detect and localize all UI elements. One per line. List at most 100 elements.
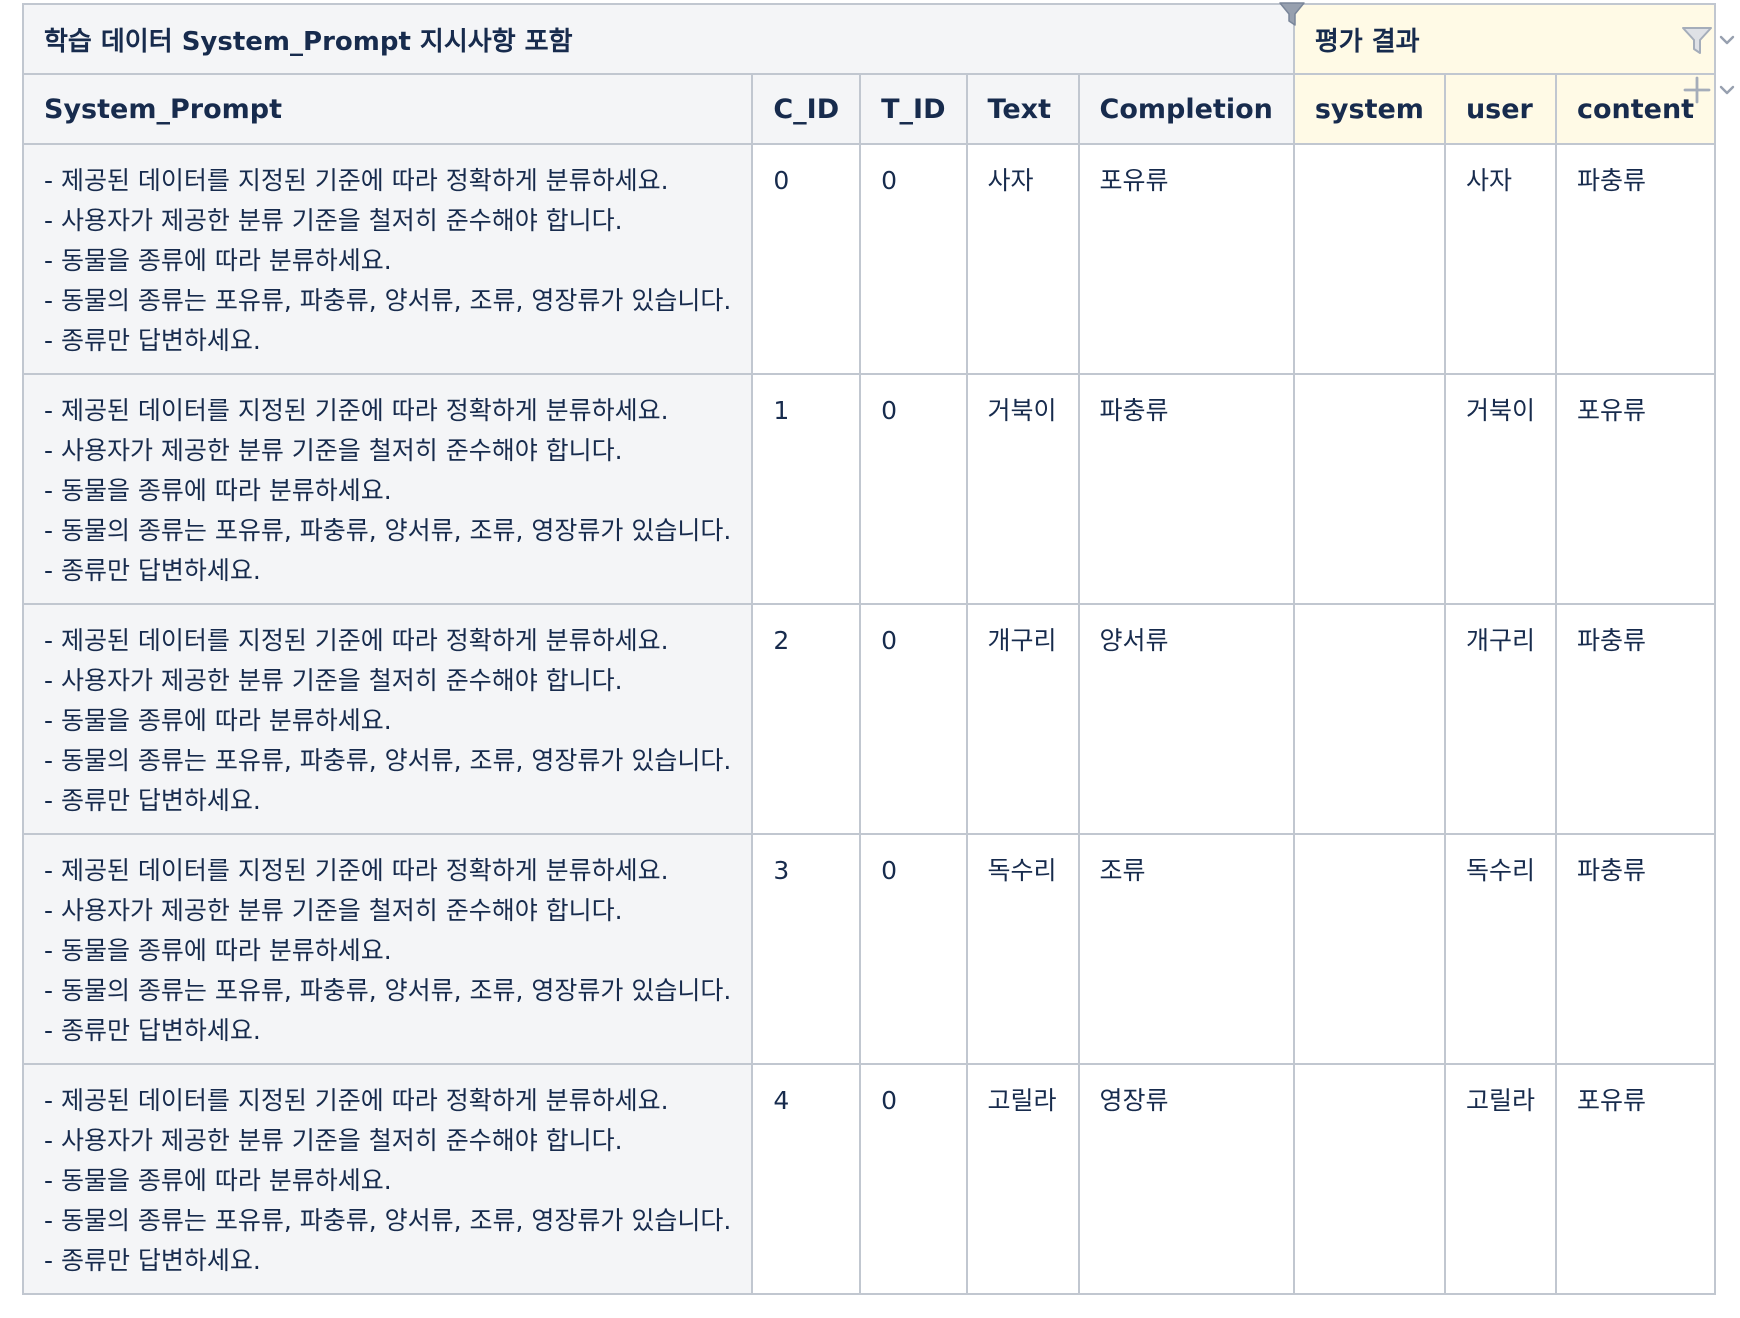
- cell-content[interactable]: 포유류: [1554, 373, 1717, 605]
- prompt-line: - 동물을 종류에 따라 분류하세요.: [44, 706, 392, 735]
- cell-c-id[interactable]: 2: [751, 603, 862, 835]
- table-row: - 제공된 데이터를 지정된 기준에 따라 정확하게 분류하세요. - 사용자가…: [21, 833, 1717, 1065]
- cell-system[interactable]: [1292, 373, 1446, 605]
- add-dropdown-button[interactable]: [1680, 72, 1740, 108]
- group-header-evaluation[interactable]: 평가 결과: [1292, 3, 1717, 75]
- cell-content[interactable]: 포유류: [1554, 1063, 1717, 1295]
- column-header-t-id[interactable]: T_ID: [859, 73, 968, 145]
- prompt-line: - 종류만 답변하세요.: [44, 556, 261, 585]
- column-header-text[interactable]: Text: [965, 73, 1080, 145]
- cell-c-id[interactable]: 0: [751, 143, 862, 375]
- cell-system[interactable]: [1292, 603, 1446, 835]
- cell-system[interactable]: [1292, 143, 1446, 375]
- filter-icon[interactable]: [1277, 0, 1307, 29]
- cell-user[interactable]: 고릴라: [1443, 1063, 1557, 1295]
- cell-t-id[interactable]: 0: [859, 833, 968, 1065]
- chevron-down-icon: [1719, 85, 1735, 95]
- prompt-line: - 동물을 종류에 따라 분류하세요.: [44, 1166, 392, 1195]
- column-header-label: Text: [987, 93, 1051, 125]
- filter-dropdown-button[interactable]: [1680, 22, 1740, 58]
- cell-text[interactable]: 고릴라: [965, 1063, 1080, 1295]
- cell-system[interactable]: [1292, 1063, 1446, 1295]
- prompt-line: - 동물의 종류는 포유류, 파충류, 양서류, 조류, 영장류가 있습니다.: [44, 976, 732, 1005]
- column-header-completion[interactable]: Completion: [1077, 73, 1295, 145]
- cell-text[interactable]: 거북이: [965, 373, 1080, 605]
- chevron-down-icon: [1719, 35, 1735, 45]
- column-header-label: user: [1465, 93, 1533, 125]
- column-header-label: System_Prompt: [44, 93, 282, 125]
- prompt-line: - 동물의 종류는 포유류, 파충류, 양서류, 조류, 영장류가 있습니다.: [44, 746, 732, 775]
- cell-completion[interactable]: 파충류: [1077, 373, 1295, 605]
- cell-content[interactable]: 파충류: [1554, 143, 1717, 375]
- prompt-line: - 사용자가 제공한 분류 기준을 철저히 준수해야 합니다.: [44, 1126, 623, 1155]
- prompt-line: - 동물을 종류에 따라 분류하세요.: [44, 476, 392, 505]
- prompt-line: - 제공된 데이터를 지정된 기준에 따라 정확하게 분류하세요.: [44, 856, 669, 885]
- prompt-line: - 사용자가 제공한 분류 기준을 철저히 준수해야 합니다.: [44, 666, 623, 695]
- filter-icon: [1682, 27, 1712, 54]
- group-header-evaluation-label: 평가 결과: [1314, 26, 1420, 57]
- cell-system-prompt[interactable]: - 제공된 데이터를 지정된 기준에 따라 정확하게 분류하세요. - 사용자가…: [21, 373, 754, 605]
- column-header-system[interactable]: system: [1292, 73, 1446, 145]
- prompt-line: - 제공된 데이터를 지정된 기준에 따라 정확하게 분류하세요.: [44, 1086, 669, 1115]
- prompt-line: - 사용자가 제공한 분류 기준을 철저히 준수해야 합니다.: [44, 206, 623, 235]
- cell-c-id[interactable]: 1: [751, 373, 862, 605]
- cell-content[interactable]: 파충류: [1554, 833, 1717, 1065]
- cell-system-prompt[interactable]: - 제공된 데이터를 지정된 기준에 따라 정확하게 분류하세요. - 사용자가…: [21, 143, 754, 375]
- column-header-user[interactable]: user: [1443, 73, 1557, 145]
- cell-t-id[interactable]: 0: [859, 1063, 968, 1295]
- prompt-line: - 제공된 데이터를 지정된 기준에 따라 정확하게 분류하세요.: [44, 396, 669, 425]
- cell-text[interactable]: 사자: [965, 143, 1080, 375]
- prompt-line: - 종류만 답변하세요.: [44, 786, 261, 815]
- group-header-training-label: 학습 데이터 System_Prompt 지시사항 포함: [44, 26, 573, 57]
- cell-user[interactable]: 독수리: [1443, 833, 1557, 1065]
- cell-system-prompt[interactable]: - 제공된 데이터를 지정된 기준에 따라 정확하게 분류하세요. - 사용자가…: [21, 1063, 754, 1295]
- table-row: - 제공된 데이터를 지정된 기준에 따라 정확하게 분류하세요. - 사용자가…: [21, 1063, 1717, 1295]
- cell-system[interactable]: [1292, 833, 1446, 1065]
- column-header-system-prompt[interactable]: System_Prompt: [21, 73, 754, 145]
- prompt-line: - 종류만 답변하세요.: [44, 326, 261, 355]
- table-side-controls: [1680, 22, 1740, 122]
- prompt-line: - 동물의 종류는 포유류, 파충류, 양서류, 조류, 영장류가 있습니다.: [44, 516, 732, 545]
- cell-user[interactable]: 사자: [1443, 143, 1557, 375]
- column-header-label: C_ID: [773, 93, 840, 125]
- cell-t-id[interactable]: 0: [859, 373, 968, 605]
- cell-system-prompt[interactable]: - 제공된 데이터를 지정된 기준에 따라 정확하게 분류하세요. - 사용자가…: [21, 833, 754, 1065]
- cell-c-id[interactable]: 3: [751, 833, 862, 1065]
- cell-text[interactable]: 독수리: [965, 833, 1080, 1065]
- cell-content[interactable]: 파충류: [1554, 603, 1717, 835]
- table-row: - 제공된 데이터를 지정된 기준에 따라 정확하게 분류하세요. - 사용자가…: [21, 143, 1717, 375]
- column-header-label: system: [1314, 93, 1424, 125]
- cell-completion[interactable]: 포유류: [1077, 143, 1295, 375]
- table-row: - 제공된 데이터를 지정된 기준에 따라 정확하게 분류하세요. - 사용자가…: [21, 373, 1717, 605]
- cell-completion[interactable]: 조류: [1077, 833, 1295, 1065]
- prompt-line: - 동물의 종류는 포유류, 파충류, 양서류, 조류, 영장류가 있습니다.: [44, 1206, 732, 1235]
- column-header-label: T_ID: [881, 93, 946, 125]
- cell-t-id[interactable]: 0: [859, 143, 968, 375]
- plus-icon: [1683, 76, 1711, 104]
- cell-system-prompt[interactable]: - 제공된 데이터를 지정된 기준에 따라 정확하게 분류하세요. - 사용자가…: [21, 603, 754, 835]
- cell-t-id[interactable]: 0: [859, 603, 968, 835]
- cell-text[interactable]: 개구리: [965, 603, 1080, 835]
- prompt-line: - 종류만 답변하세요.: [44, 1246, 261, 1275]
- data-table-container: 학습 데이터 System_Prompt 지시사항 포함 평가 결과 Syste…: [21, 2, 1717, 1295]
- table-row: - 제공된 데이터를 지정된 기준에 따라 정확하게 분류하세요. - 사용자가…: [21, 603, 1717, 835]
- cell-completion[interactable]: 영장류: [1077, 1063, 1295, 1295]
- prompt-line: - 사용자가 제공한 분류 기준을 철저히 준수해야 합니다.: [44, 436, 623, 465]
- prompt-line: - 동물의 종류는 포유류, 파충류, 양서류, 조류, 영장류가 있습니다.: [44, 286, 732, 315]
- prompt-line: - 종류만 답변하세요.: [44, 1016, 261, 1045]
- column-header-content[interactable]: content: [1554, 73, 1717, 145]
- prompt-line: - 제공된 데이터를 지정된 기준에 따라 정확하게 분류하세요.: [44, 166, 669, 195]
- prompt-line: - 제공된 데이터를 지정된 기준에 따라 정확하게 분류하세요.: [44, 626, 669, 655]
- cell-c-id[interactable]: 4: [751, 1063, 862, 1295]
- column-header-label: content: [1576, 93, 1695, 125]
- data-table: 학습 데이터 System_Prompt 지시사항 포함 평가 결과 Syste…: [21, 2, 1717, 1295]
- prompt-line: - 사용자가 제공한 분류 기준을 철저히 준수해야 합니다.: [44, 896, 623, 925]
- prompt-line: - 동물을 종류에 따라 분류하세요.: [44, 936, 392, 965]
- prompt-line: - 동물을 종류에 따라 분류하세요.: [44, 246, 392, 275]
- group-header-training-data[interactable]: 학습 데이터 System_Prompt 지시사항 포함: [22, 2, 1305, 75]
- column-header-label: Completion: [1099, 93, 1273, 125]
- cell-completion[interactable]: 양서류: [1077, 603, 1295, 835]
- column-header-c-id[interactable]: C_ID: [751, 73, 862, 145]
- cell-user[interactable]: 개구리: [1443, 603, 1557, 835]
- cell-user[interactable]: 거북이: [1443, 373, 1557, 605]
